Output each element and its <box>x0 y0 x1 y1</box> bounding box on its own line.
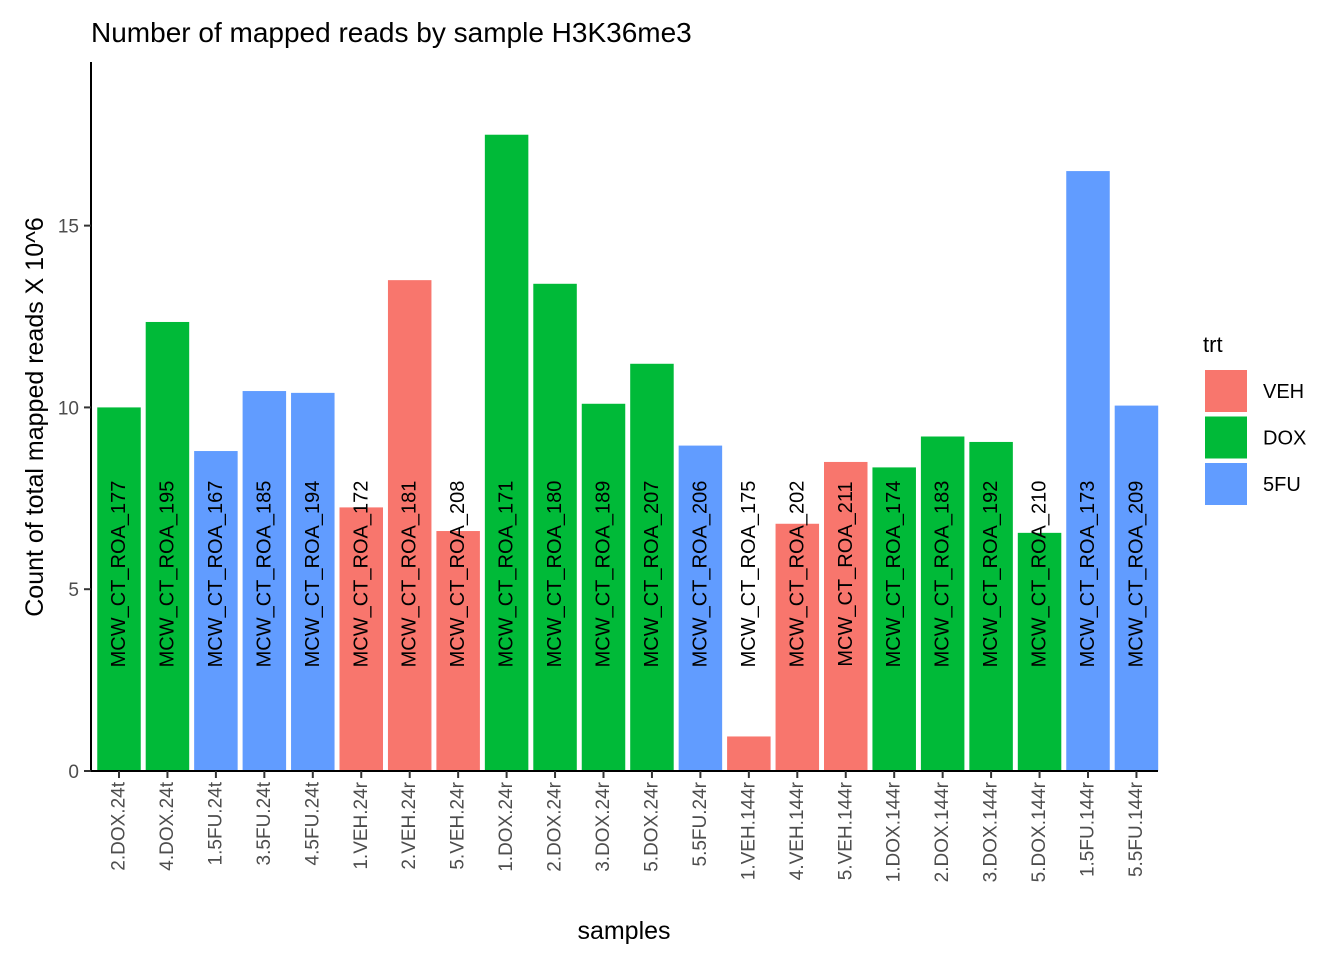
x-tick-label: 1.DOX.24r <box>496 781 517 871</box>
bar-4.5FU.24t <box>291 392 335 771</box>
bar-label-1.5FU.144r: MCW_CT_ROA_173 <box>1077 481 1099 668</box>
x-tick-label: 3.DOX.144r <box>981 781 1002 882</box>
bar-5.DOX.24r <box>630 363 674 771</box>
legend-key-veh <box>1205 370 1247 412</box>
bar-5.DOX.144r <box>1017 532 1062 771</box>
bars-layer <box>97 134 1159 772</box>
bar-1.DOX.144r <box>872 467 916 771</box>
bar-1.5FU.144r <box>1066 171 1110 771</box>
bar-label-3.DOX.24r: MCW_CT_ROA_189 <box>593 481 615 668</box>
bar-label-3.DOX.144r: MCW_CT_ROA_192 <box>980 481 1002 668</box>
bar-label-5.DOX.144r: MCW_CT_ROA_210 <box>1029 481 1051 668</box>
legend-label-dox: DOX <box>1263 428 1306 450</box>
x-tick-label: 2.DOX.144r <box>932 781 953 882</box>
bar-label-1.5FU.24t: MCW_CT_ROA_167 <box>205 481 227 668</box>
x-tick-label: 5.DOX.24r <box>641 781 662 871</box>
x-tick-label: 1.VEH.24r <box>351 781 372 869</box>
bar-2.DOX.24r <box>533 283 577 771</box>
legend-label-5fu: 5FU <box>1263 474 1301 496</box>
bar-label-5.VEH.144r: MCW_CT_ROA_211 <box>835 481 857 666</box>
x-tick-label: 3.5FU.24t <box>254 781 275 865</box>
x-tick-label: 1.DOX.144r <box>884 781 905 882</box>
bar-label-4.5FU.24t: MCW_CT_ROA_194 <box>302 481 324 668</box>
y-tick-label: 10 <box>58 398 79 419</box>
y-ticks-layer: 0 5 10 15 <box>58 217 91 783</box>
x-tick-label: 5.DOX.144r <box>1029 781 1050 882</box>
bar-label-5.DOX.24r: MCW_CT_ROA_207 <box>641 481 663 668</box>
bar-label-5.VEH.24r: MCW_CT_ROA_208 <box>447 481 469 668</box>
bar-label-5.5FU.144r: MCW_CT_ROA_209 <box>1125 481 1147 668</box>
bar-label-5.5FU.24r: MCW_CT_ROA_206 <box>689 481 711 668</box>
legend-key-5fu <box>1205 463 1247 505</box>
bar-5.VEH.144r <box>824 461 868 771</box>
bar-1.DOX.24r <box>484 134 529 772</box>
x-tick-label: 2.DOX.24t <box>109 781 130 870</box>
legend-entries: VEH DOX 5FU <box>1205 370 1306 505</box>
x-tick-label: 4.5FU.24t <box>302 781 323 865</box>
bar-label-4.DOX.24t: MCW_CT_ROA_195 <box>156 481 178 668</box>
x-tick-label: 1.5FU.24t <box>205 781 226 865</box>
bar-label-2.VEH.24r: MCW_CT_ROA_181 <box>399 481 421 668</box>
bar-1.VEH.24r <box>339 507 383 771</box>
legend-title: trt <box>1203 332 1223 357</box>
bar-2.DOX.24t <box>97 407 141 771</box>
bar-label-3.5FU.24t: MCW_CT_ROA_185 <box>253 481 275 668</box>
x-axis-title: samples <box>577 917 670 945</box>
bar-5.5FU.24r <box>678 445 723 771</box>
bar-3.DOX.24r <box>581 403 626 771</box>
bar-label-2.DOX.24r: MCW_CT_ROA_180 <box>544 481 566 668</box>
bar-2.DOX.144r <box>920 436 965 771</box>
x-ticks-layer: 2.DOX.24t 4.DOX.24t 1.5FU.24t 3.5FU.24t 4.5F… <box>109 771 1147 882</box>
axes-layer <box>90 62 1158 772</box>
chart-title: Number of mapped reads by sample H3K36me… <box>91 17 692 48</box>
x-tick-label: 2.DOX.24r <box>545 781 566 871</box>
bar-labels-layer: MCW_CT_ROA_177 MCW_CT_ROA_195 MCW_CT_ROA_1… <box>108 481 1147 668</box>
y-tick-label: 5 <box>68 580 79 601</box>
x-tick-label: 2.VEH.24r <box>399 781 420 869</box>
x-tick-label: 5.VEH.24r <box>448 781 469 869</box>
bar-1.5FU.24t <box>194 451 238 771</box>
legend-label-veh: VEH <box>1263 381 1304 403</box>
bar-label-1.DOX.144r: MCW_CT_ROA_174 <box>883 481 905 668</box>
bar-label-1.VEH.24r: MCW_CT_ROA_172 <box>350 481 372 668</box>
bar-label-4.VEH.144r: MCW_CT_ROA_202 <box>786 481 808 668</box>
x-tick-label: 5.VEH.144r <box>835 781 856 880</box>
bar-label-2.DOX.144r: MCW_CT_ROA_183 <box>932 481 954 668</box>
x-tick-label: 5.5FU.144r <box>1126 781 1147 877</box>
bar-2.VEH.24r <box>387 280 432 771</box>
legend: trt VEH DOX 5FU <box>1203 332 1306 505</box>
bar-3.5FU.24t <box>242 391 287 771</box>
bar-3.DOX.144r <box>969 441 1013 771</box>
y-tick-label: 15 <box>58 217 79 238</box>
bar-4.VEH.144r <box>775 523 820 771</box>
bar-label-1.VEH.144r: MCW_CT_ROA_175 <box>738 481 760 668</box>
bar-5.VEH.24r <box>436 531 480 771</box>
x-tick-label: 4.DOX.24t <box>157 781 178 870</box>
legend-key-dox <box>1205 416 1247 459</box>
x-tick-label: 5.5FU.24r <box>690 781 711 866</box>
x-tick-label: 3.DOX.24r <box>593 781 614 871</box>
bar-5.5FU.144r <box>1114 405 1159 771</box>
y-tick-label: 0 <box>68 762 79 783</box>
x-tick-label: 1.VEH.144r <box>738 781 759 880</box>
bar-label-1.DOX.24r: MCW_CT_ROA_171 <box>496 481 518 668</box>
bar-label-2.DOX.24t: MCW_CT_ROA_177 <box>108 481 130 668</box>
bar-4.DOX.24t <box>145 321 190 771</box>
bar-1.VEH.144r <box>727 736 771 771</box>
x-tick-label: 4.VEH.144r <box>787 781 808 880</box>
x-tick-label: 1.5FU.144r <box>1078 781 1099 877</box>
y-axis-title: Count of total mapped reads X 10^6 <box>21 217 49 617</box>
